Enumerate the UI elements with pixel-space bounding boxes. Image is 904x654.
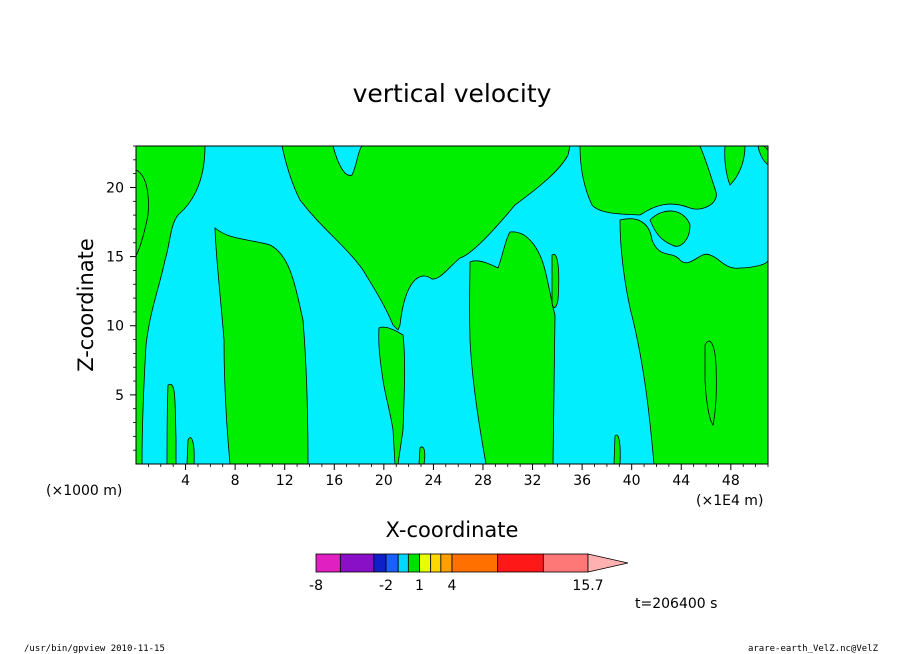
- footer-left: /usr/bin/gpview 2010-11-15: [24, 644, 165, 654]
- colorbar-segment: [339, 553, 375, 573]
- y-tick-label: 10: [106, 319, 124, 335]
- x-tick-label: 20: [375, 473, 393, 489]
- x-axis-title: X-coordinate: [386, 518, 519, 542]
- x-tick-label: 48: [722, 473, 740, 489]
- contour-region-positive: [619, 218, 769, 465]
- x-tick-label: 40: [623, 473, 641, 489]
- colorbar: [315, 553, 629, 573]
- contour-region-positive: [378, 326, 405, 465]
- colorbar-segment: [430, 553, 442, 573]
- colorbar-tick-label: 1: [415, 578, 424, 594]
- contour-region-positive: [135, 145, 206, 465]
- colorbar-segment: [385, 553, 399, 573]
- x-tick-label: 32: [524, 473, 542, 489]
- y-tick-label: 20: [106, 180, 124, 196]
- x-tick-label: 44: [672, 473, 690, 489]
- colorbar-tick-label: 4: [448, 578, 457, 594]
- y-tick-label: 15: [106, 250, 124, 266]
- contour-region-positive: [281, 145, 571, 331]
- contour-region-positive: [469, 231, 556, 465]
- contour-region-positive: [649, 210, 691, 247]
- contour-region-positive: [551, 253, 560, 308]
- colorbar-labels: -8 -2 1 4 15.7: [309, 578, 604, 594]
- colorbar-segment: [542, 553, 589, 573]
- y-axis-ticks: 5 10 15 20: [106, 145, 136, 451]
- x-tick-label: 16: [325, 473, 343, 489]
- colorbar-segment: [440, 553, 453, 573]
- colorbar-segment: [497, 553, 544, 573]
- x-unit-left: (×1000 m): [46, 483, 122, 499]
- plot-frame: [135, 145, 769, 465]
- contour-region-positive: [724, 145, 746, 186]
- colorbar-segment: [397, 553, 409, 573]
- colorbar-segment: [407, 553, 420, 573]
- contour-region-positive: [214, 227, 309, 465]
- colorbar-segment: [419, 553, 432, 573]
- x-tick-label: 24: [424, 473, 442, 489]
- colorbar-tick-label: -8: [309, 578, 323, 594]
- x-tick-label: 4: [181, 473, 190, 489]
- colorbar-tick-label: -2: [379, 578, 393, 594]
- contour-region-positive: [704, 340, 717, 426]
- contour-region-positive: [166, 383, 177, 465]
- y-axis-title: Z-coordinate: [74, 238, 98, 372]
- y-tick-label: 5: [115, 388, 124, 404]
- contour-region-positive: [579, 145, 717, 216]
- x-tick-label: 28: [474, 473, 492, 489]
- colorbar-tick-label: 15.7: [572, 578, 603, 594]
- footer-right: arare-earth_VelZ.nc@VelZ: [748, 644, 879, 654]
- x-tick-label: 12: [276, 473, 294, 489]
- x-unit-right: (×1E4 m): [696, 493, 763, 509]
- x-axis-ticks: 4 8 12 16 20 24 28 32 36 40 44 48: [147, 464, 769, 489]
- colorbar-extension-arrow: [587, 553, 629, 573]
- contour-region-positive: [186, 437, 195, 465]
- colorbar-segment: [373, 553, 387, 573]
- colorbar-segment: [451, 553, 499, 573]
- x-tick-label: 8: [231, 473, 240, 489]
- x-tick-label: 36: [573, 473, 591, 489]
- contour-region-positive: [135, 169, 149, 257]
- contour-region-positive: [418, 446, 426, 465]
- chart-title: vertical velocity: [353, 79, 552, 108]
- contour-regions: [135, 145, 769, 465]
- colorbar-segment: [315, 553, 341, 573]
- time-label: t=206400 s: [635, 596, 717, 612]
- contour-region-positive: [613, 434, 621, 465]
